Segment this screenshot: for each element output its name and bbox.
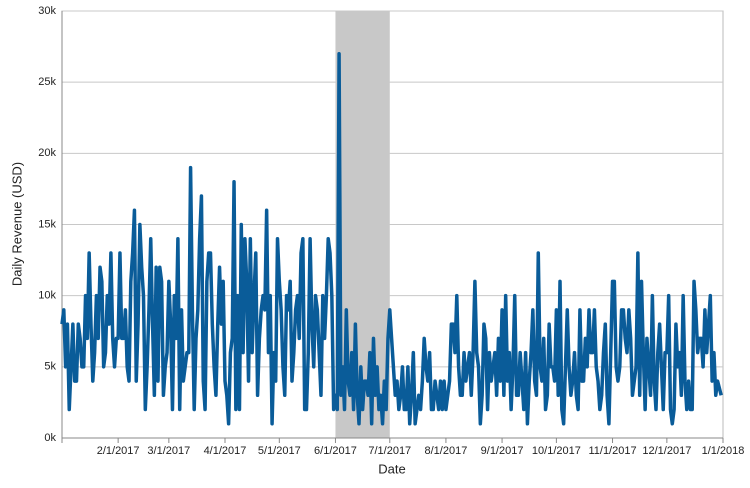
x-tick-label: 11/1/2017 [588, 445, 636, 457]
x-tick-label: 4/1/2017 [204, 445, 247, 457]
y-tick-label: 10k [38, 290, 56, 302]
y-tick-label: 25k [38, 76, 56, 88]
x-tick-label: 5/1/2017 [258, 445, 301, 457]
y-tick-label: 5k [44, 361, 56, 373]
x-axis-title: Date [378, 461, 405, 476]
x-tick-label: 8/1/2017 [425, 445, 468, 457]
data-line [60, 51, 723, 426]
x-tick-label: 9/1/2017 [481, 445, 524, 457]
x-tick-label: 3/1/2017 [147, 445, 190, 457]
x-tick-label: 2/1/2017 [97, 445, 140, 457]
x-tick-label: 12/1/2017 [642, 445, 691, 457]
x-tick-label: 6/1/2017 [314, 445, 357, 457]
y-axis-title: Daily Revenue (USD) [9, 162, 24, 286]
y-tick-label: 20k [38, 147, 56, 159]
x-tick-label: 10/1/2017 [532, 445, 581, 457]
y-tick-label: 0k [44, 432, 56, 444]
x-tick-label: 7/1/2017 [368, 445, 411, 457]
y-tick-label: 30k [38, 5, 56, 17]
x-tick-label: 1/1/2018 [702, 445, 745, 457]
y-tick-label: 15k [38, 218, 56, 230]
